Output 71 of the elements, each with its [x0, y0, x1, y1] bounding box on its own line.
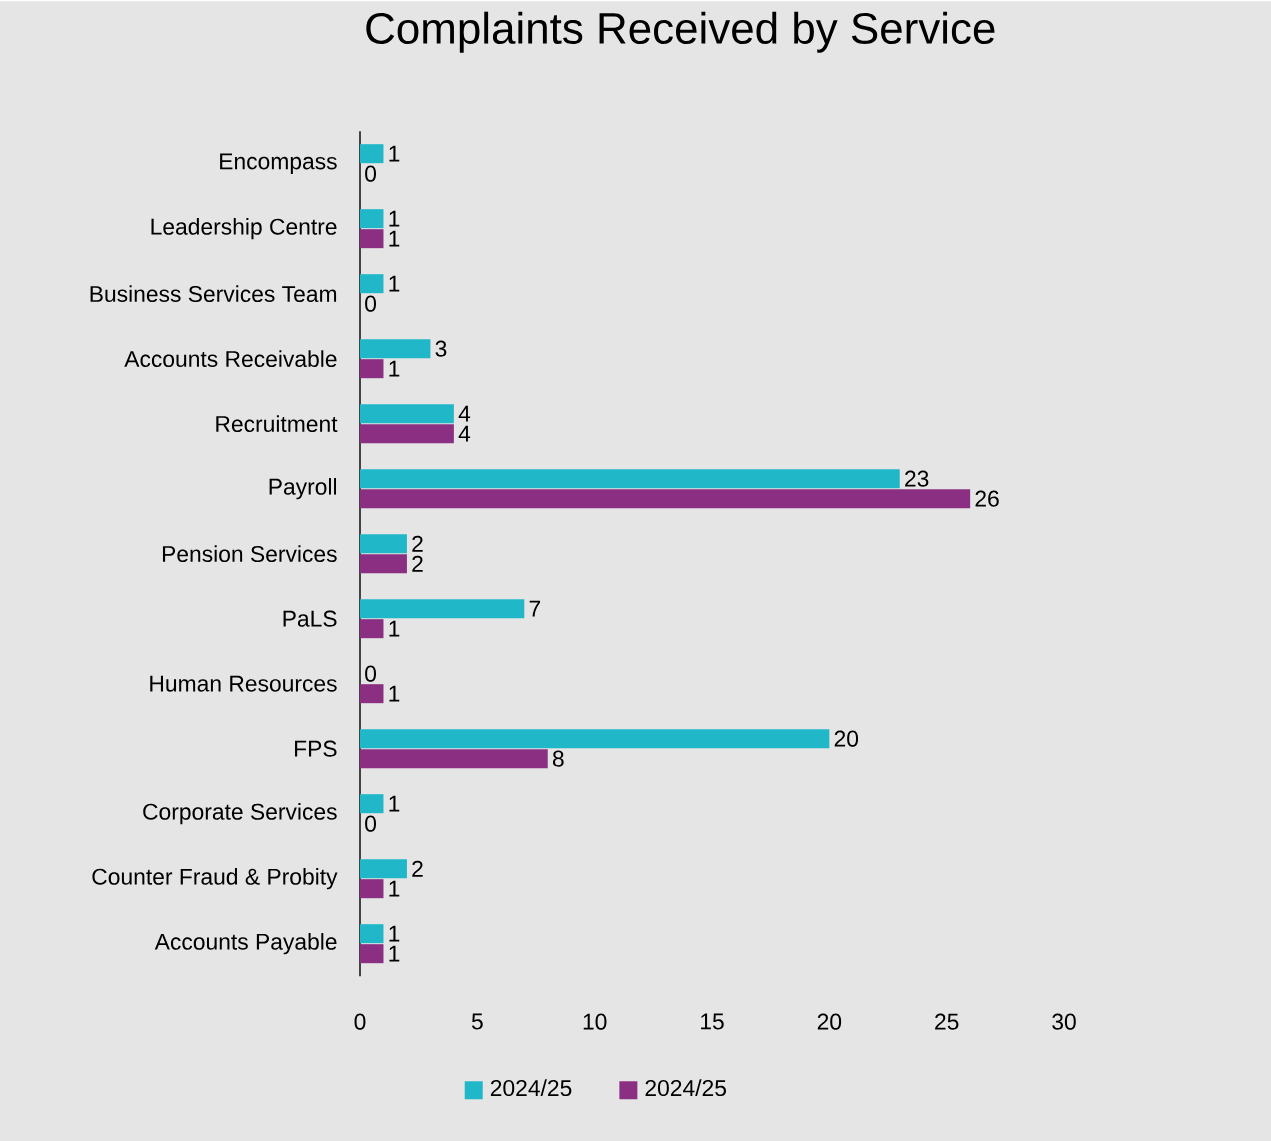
x-tick-label: 10 [583, 1013, 607, 1030]
bar [360, 599, 525, 619]
data-label: 0 [365, 815, 377, 832]
bar [360, 879, 384, 899]
bar [360, 619, 384, 639]
data-label: 26 [975, 490, 999, 507]
y-tick-label: Accounts Receivable [124, 350, 337, 367]
bar [360, 924, 384, 944]
bar [360, 209, 384, 229]
bar [360, 729, 830, 749]
bar [360, 339, 431, 359]
data-label: 20 [834, 730, 859, 747]
chart-title: Complaints Received by Service [366, 11, 995, 53]
bar [360, 684, 384, 704]
data-label: 1 [389, 230, 400, 247]
x-tick-label: 15 [701, 1013, 724, 1030]
legend-label: 2024/25 [645, 1079, 726, 1097]
y-tick-label: Encompass [220, 153, 337, 174]
y-tick-label: Business Services Team [90, 285, 337, 302]
bar [360, 144, 384, 164]
data-label: 1 [389, 925, 400, 942]
x-tick-label: 30 [1052, 1013, 1076, 1030]
x-tick-label: 0 [354, 1013, 366, 1030]
bar [360, 424, 454, 444]
bar [360, 794, 384, 814]
data-label: 1 [389, 620, 400, 637]
bar [360, 229, 384, 249]
legend-label: 2024/25 [490, 1079, 572, 1097]
x-tick-label: 5 [471, 1013, 483, 1030]
y-tick-label: FPS [295, 740, 337, 757]
bar [360, 359, 384, 379]
x-tick-label: 20 [817, 1013, 842, 1030]
y-tick-label: Human Resources [150, 675, 337, 692]
bar [360, 944, 384, 964]
bar [360, 554, 407, 574]
x-tick-label: 25 [935, 1013, 959, 1030]
data-label: 1 [389, 795, 400, 812]
bar [360, 404, 454, 424]
data-label: 2 [412, 535, 423, 552]
data-label: 0 [365, 165, 377, 182]
data-label: 7 [529, 600, 541, 617]
data-label: 0 [365, 295, 377, 312]
data-label: 4 [458, 425, 471, 442]
data-label: 1 [389, 275, 400, 292]
data-label: 2 [412, 860, 423, 877]
y-tick-label: Counter Fraud & Probity [92, 867, 338, 890]
bar [360, 749, 548, 769]
data-label: 2 [412, 555, 423, 572]
y-tick-label: PaLS [283, 610, 337, 627]
y-tick-label: Accounts Payable [154, 932, 337, 955]
y-tick-label: Recruitment [216, 415, 338, 432]
data-label: 1 [389, 945, 400, 962]
bar [360, 859, 407, 879]
data-label: 1 [389, 880, 400, 897]
bar [360, 469, 900, 489]
bar [360, 489, 971, 509]
y-tick-label: Leadership Centre [151, 217, 337, 240]
data-label: 23 [905, 470, 929, 487]
data-label: 4 [458, 405, 471, 422]
data-label: 0 [365, 665, 377, 682]
y-tick-label: Pension Services [162, 545, 337, 562]
data-label: 1 [389, 145, 400, 162]
y-tick-label: Payroll [269, 477, 337, 500]
data-label: 3 [435, 340, 447, 357]
data-label: 8 [552, 750, 564, 767]
y-tick-label: Corporate Services [143, 802, 337, 825]
data-label: 1 [389, 210, 400, 227]
bar [360, 534, 407, 554]
data-label: 1 [389, 360, 400, 377]
bar [360, 274, 384, 294]
data-label: 1 [389, 685, 400, 702]
